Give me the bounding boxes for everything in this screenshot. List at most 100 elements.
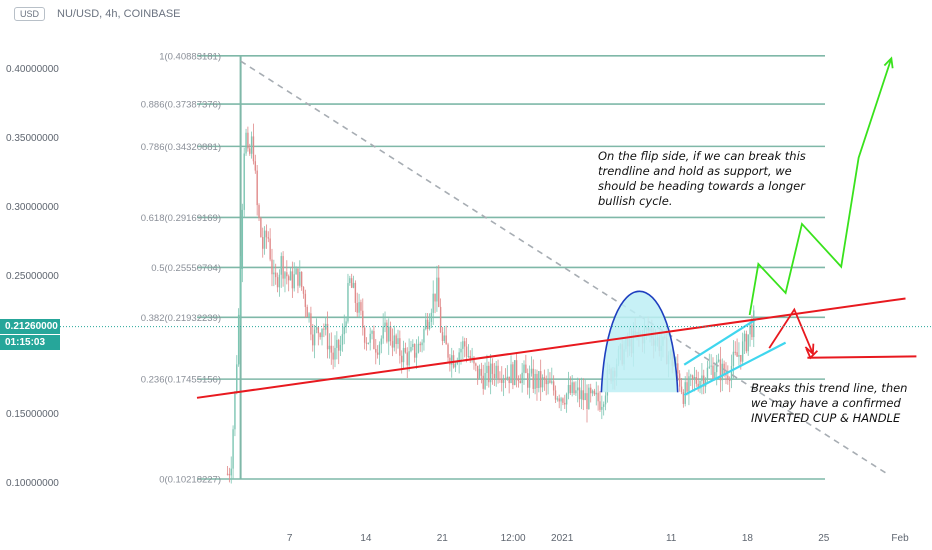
- currency-badge[interactable]: USD: [14, 7, 46, 21]
- dashed-downtrend-line: [240, 60, 890, 476]
- candle-body: [601, 406, 603, 410]
- candle-body: [423, 329, 425, 343]
- candle-body: [539, 371, 542, 388]
- candle-body: [262, 237, 264, 249]
- candle-body: [245, 132, 247, 154]
- candle-body: [269, 238, 271, 260]
- candle-body: [445, 335, 447, 345]
- candle-body: [412, 344, 414, 347]
- candle-body: [256, 170, 258, 206]
- candle-body: [523, 364, 525, 373]
- candle-body: [469, 356, 471, 360]
- candle-body: [693, 377, 696, 379]
- fib-level-label: 0.5(0.25550704): [151, 263, 221, 274]
- candle-body: [703, 375, 705, 387]
- candle-body: [573, 382, 575, 394]
- candle-body: [597, 392, 599, 402]
- candle-body: [371, 331, 373, 334]
- candle-body: [584, 393, 586, 401]
- candle-body: [274, 272, 277, 278]
- candle-body: [265, 230, 268, 238]
- candle-body: [732, 351, 735, 366]
- candle-body: [276, 277, 279, 288]
- candle-body: [476, 365, 479, 379]
- x-tick-label: 2021: [551, 533, 574, 544]
- candle-body: [571, 382, 573, 393]
- candle-body: [230, 468, 232, 476]
- candle-body: [425, 319, 427, 330]
- y-tick-label: 0.35000000: [6, 133, 59, 144]
- cup-fill: [601, 291, 678, 393]
- candle-body: [247, 132, 249, 149]
- candle-body: [295, 268, 297, 275]
- bullish-projection-path: [748, 58, 893, 316]
- candle-body: [376, 352, 379, 355]
- candle-body: [604, 395, 607, 405]
- candle-body: [528, 373, 531, 388]
- candle-body: [373, 331, 375, 350]
- candle-body: [356, 302, 358, 313]
- candle-body: [745, 333, 748, 352]
- candle-body: [389, 326, 392, 342]
- candle-body: [502, 378, 505, 383]
- candle-body: [349, 278, 351, 284]
- candle-body: [717, 359, 720, 362]
- candle-body: [343, 326, 345, 335]
- candle-body: [280, 256, 282, 275]
- candle-body: [751, 324, 753, 338]
- candle-body: [336, 339, 338, 348]
- candle-body: [365, 342, 368, 344]
- candle-body: [347, 283, 349, 322]
- candle-body: [388, 326, 390, 342]
- candle-body: [432, 293, 434, 313]
- candle-body: [249, 148, 251, 154]
- candle-body: [721, 363, 723, 381]
- candle-body: [234, 392, 236, 430]
- candle-body: [325, 323, 327, 330]
- candle-body: [328, 345, 331, 350]
- candle-body: [413, 344, 416, 358]
- candle-body: [287, 276, 290, 281]
- candle-body: [686, 382, 688, 392]
- candle-body: [350, 278, 353, 288]
- candle-body: [260, 217, 262, 238]
- candle-body: [549, 380, 551, 383]
- candle-body: [415, 352, 418, 358]
- candle-body: [297, 268, 299, 286]
- candle-body: [499, 378, 501, 380]
- candle-body: [749, 324, 751, 335]
- candle-body: [512, 364, 514, 386]
- candle-body: [239, 268, 242, 315]
- candle-body: [678, 373, 681, 387]
- y-tick-label: 0.40000000: [6, 64, 59, 75]
- channel-lower-line: [683, 341, 787, 397]
- candle-body: [536, 373, 538, 389]
- candle-body: [560, 398, 562, 402]
- candle-body: [293, 274, 295, 289]
- candle-body: [304, 293, 307, 307]
- candle-body: [714, 372, 716, 380]
- candle-body: [302, 286, 305, 294]
- candle-body: [688, 376, 690, 392]
- candle-body: [369, 333, 371, 343]
- candle-body: [590, 387, 592, 394]
- candle-body: [310, 313, 312, 335]
- candle-body: [501, 379, 503, 383]
- fib-level-label: 0.786(0.34320881): [141, 142, 221, 153]
- candle-body: [519, 381, 521, 384]
- y-tick-label: 0.15000000: [6, 409, 59, 420]
- candle-body: [421, 342, 423, 346]
- candle-body: [599, 401, 601, 410]
- candle-body: [740, 355, 742, 362]
- candle-body: [697, 383, 699, 389]
- candle-body: [417, 343, 420, 353]
- candle-body: [462, 341, 464, 349]
- candle-body: [289, 271, 292, 281]
- candle-body: [332, 352, 334, 360]
- candle-body: [728, 379, 731, 381]
- candle-body: [527, 373, 529, 388]
- candle-body: [591, 390, 594, 394]
- candle-body: [567, 385, 570, 394]
- candle-body: [508, 376, 510, 384]
